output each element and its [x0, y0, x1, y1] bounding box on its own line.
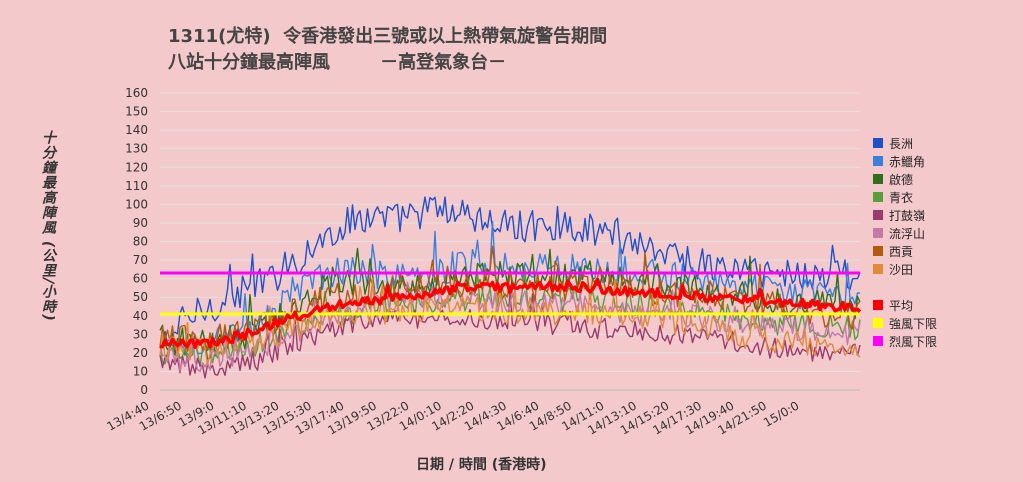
legend-item: 打鼓嶺: [873, 206, 937, 224]
series-line-8: [159, 277, 862, 349]
legend-label: 青衣: [889, 190, 914, 205]
legend-label: 流浮山: [889, 226, 926, 241]
legend-item: 青衣: [873, 188, 937, 206]
x-axis-label: 日期 / 時間 (香港時): [416, 457, 547, 473]
legend-item: 長洲: [873, 134, 937, 152]
y-tick-label: 150: [125, 105, 148, 119]
y-tick-label: 30: [133, 327, 148, 341]
chart-legend: 長洲赤鱲角啟德青衣打鼓嶺流浮山西貢沙田平均強風下限烈風下限: [873, 134, 937, 350]
y-tick-label: 70: [133, 253, 148, 267]
y-tick-label: 80: [133, 235, 148, 249]
y-tick-label: 140: [125, 123, 148, 137]
legend-item: 強風下限: [873, 314, 937, 332]
y-tick-label: 60: [133, 272, 148, 286]
series-line-7: [159, 277, 861, 366]
chart-title-line-2: 八站十分鐘最高陣風 －高登氣象台－: [168, 52, 507, 73]
legend-swatch: [873, 174, 883, 184]
legend-swatch: [873, 138, 883, 148]
y-tick-label: 100: [125, 197, 148, 211]
legend-item: 赤鱲角: [873, 152, 937, 170]
legend-item: 烈風下限: [873, 332, 937, 350]
legend-label: 沙田: [889, 262, 914, 277]
y-tick-label: 50: [133, 290, 148, 304]
legend-item: 沙田: [873, 260, 937, 278]
legend-label: 打鼓嶺: [889, 208, 926, 223]
series-line-0: [159, 196, 861, 348]
y-tick-label: 160: [125, 86, 148, 100]
legend-label: 啟德: [889, 172, 914, 187]
y-tick-label: 20: [133, 346, 148, 360]
legend-swatch: [873, 156, 883, 166]
legend-label: 烈風下限: [889, 334, 938, 349]
y-tick-label: 120: [125, 160, 148, 174]
y-tick-label: 130: [125, 142, 148, 156]
legend-swatch: [873, 318, 883, 328]
legend-label: 西貢: [889, 244, 914, 259]
y-tick-label: 110: [125, 179, 148, 193]
x-tick-label: 15/0:0: [761, 398, 801, 429]
legend-swatch: [873, 246, 883, 256]
legend-swatch: [873, 336, 883, 346]
legend-item: 平均: [873, 296, 937, 314]
legend-swatch: [873, 192, 883, 202]
legend-label: 強風下限: [889, 316, 938, 331]
legend-label: 赤鱲角: [889, 154, 926, 169]
y-tick-label: 10: [133, 364, 148, 378]
legend-swatch: [873, 300, 883, 310]
legend-item: 啟德: [873, 170, 937, 188]
y-tick-label: 0: [140, 383, 148, 397]
legend-swatch: [873, 210, 883, 220]
legend-swatch: [873, 228, 883, 238]
legend-item: 流浮山: [873, 224, 937, 242]
chart-title: 1311(尤特) 令香港發出三號或以上熱帶氣旋警告期間 八站十分鐘最高陣風 －高登…: [168, 24, 607, 76]
y-tick-label: 40: [133, 309, 148, 323]
legend-label: 長洲: [889, 136, 914, 151]
legend-label: 平均: [889, 298, 914, 313]
legend-item: 西貢: [873, 242, 937, 260]
y-tick-label: 90: [133, 216, 148, 230]
legend-swatch: [873, 264, 883, 274]
legend-spacer: [873, 278, 937, 296]
y-axis-label: 十分鐘最高陣風 (公里/小時): [40, 130, 56, 322]
chart-title-line-1: 1311(尤特) 令香港發出三號或以上熱帶氣旋警告期間: [168, 26, 608, 47]
